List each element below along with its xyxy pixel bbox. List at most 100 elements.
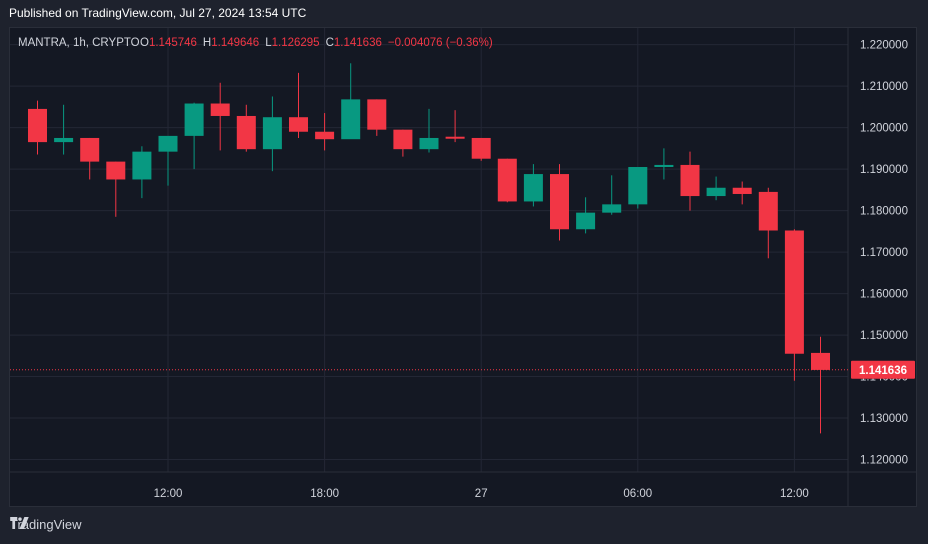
candle[interactable] — [811, 336, 830, 434]
candle[interactable] — [784, 229, 804, 381]
x-tick-label: 27 — [475, 488, 488, 500]
candle-body — [758, 191, 778, 231]
y-tick-label: 1.130000 — [860, 413, 908, 425]
candle-body — [341, 99, 361, 140]
candle-body — [132, 151, 152, 180]
candle[interactable] — [758, 187, 778, 259]
candle-body — [236, 115, 256, 150]
candle-body — [497, 158, 517, 202]
candle[interactable] — [732, 181, 752, 205]
candle-body — [680, 164, 700, 197]
candle[interactable] — [184, 102, 204, 170]
chart-frame[interactable]: 1.220000 1.210000 1.200000 1.190000 1.180000… — [9, 27, 917, 507]
y-tick-label: 1.180000 — [860, 206, 908, 218]
candle-body — [654, 164, 674, 168]
candle[interactable] — [393, 129, 413, 157]
candle-body — [106, 161, 126, 180]
legend-layer: MANTRA, 1h, CRYPTO O1.145746 H1.149646 L1.… — [18, 37, 493, 49]
candle[interactable] — [523, 164, 543, 207]
footer-brand[interactable]: TradingView — [10, 517, 82, 532]
candle-body — [80, 137, 100, 162]
candle-body — [471, 137, 491, 159]
candle-body — [262, 117, 282, 150]
x-tick-label: 12:00 — [154, 488, 183, 500]
candle[interactable] — [236, 104, 256, 152]
candle-body — [602, 204, 622, 213]
candle[interactable] — [497, 158, 517, 203]
y-tick-label: 1.200000 — [860, 123, 908, 135]
x-tick-label: 18:00 — [310, 488, 339, 500]
candle-body — [289, 117, 308, 132]
candle-body — [550, 174, 569, 230]
axis-layer: 1.220000 1.210000 1.200000 1.190000 1.180000… — [10, 28, 916, 506]
grid-layer — [10, 28, 848, 472]
candle[interactable] — [654, 148, 674, 180]
candle[interactable] — [315, 113, 335, 151]
symbol-label: MANTRA, 1h, CRYPTO — [18, 37, 140, 49]
candle-body — [210, 103, 230, 116]
tradingview-logo-icon — [10, 517, 29, 529]
candle[interactable] — [158, 135, 178, 186]
candle[interactable] — [550, 164, 569, 241]
close-value: 1.141636 — [334, 37, 382, 49]
y-tick-label: 1.220000 — [860, 40, 908, 52]
y-tick-label: 1.210000 — [860, 81, 908, 93]
candle[interactable] — [445, 110, 465, 143]
candle-body — [576, 212, 596, 230]
candle-body — [419, 137, 439, 150]
x-tick-label: 06:00 — [623, 488, 652, 500]
candle-layer — [28, 63, 830, 434]
candle-body — [628, 167, 648, 205]
candle[interactable] — [680, 151, 700, 211]
candle-body — [445, 136, 465, 139]
candle-body — [315, 131, 335, 140]
candle-body — [393, 129, 413, 150]
candle-body — [184, 103, 204, 136]
published-header: Published on TradingView.com, Jul 27, 20… — [9, 6, 307, 20]
candle-body — [523, 174, 543, 202]
candle-body — [28, 108, 47, 143]
candle[interactable] — [706, 176, 726, 201]
low-value: 1.126295 — [272, 37, 320, 49]
candle[interactable] — [367, 99, 387, 136]
candle[interactable] — [54, 104, 74, 155]
candle-body — [811, 352, 830, 370]
candle[interactable] — [628, 167, 648, 209]
brand-label: TradingView — [10, 517, 82, 532]
candle-body — [158, 135, 178, 152]
candle[interactable] — [419, 108, 439, 153]
candle[interactable] — [80, 137, 100, 180]
y-tick-label: 1.190000 — [860, 164, 908, 176]
candle-body — [784, 230, 804, 354]
candle-body — [732, 187, 752, 194]
last-price-badge — [851, 360, 915, 379]
y-tick-label: 1.150000 — [860, 330, 908, 342]
candle[interactable] — [471, 137, 491, 161]
ohlc-values: O1.145746 H1.149646 L1.126295 C1.141636 −0.0… — [140, 37, 493, 49]
x-tick-label: 12:00 — [780, 488, 809, 500]
candle[interactable] — [210, 82, 230, 151]
open-label: O — [140, 37, 149, 49]
candle[interactable] — [132, 146, 152, 199]
candle-body — [706, 187, 726, 197]
candle[interactable] — [602, 175, 622, 215]
candle[interactable] — [106, 161, 126, 217]
candle-body — [54, 137, 74, 143]
candle[interactable] — [262, 96, 282, 172]
candle[interactable] — [576, 197, 596, 234]
y-tick-label: 1.120000 — [860, 455, 908, 467]
y-tick-label: 1.160000 — [860, 289, 908, 301]
change-value: −0.004076 (−0.36%) — [388, 37, 493, 49]
candle[interactable] — [28, 100, 47, 155]
candle[interactable] — [289, 72, 308, 138]
high-label: H — [203, 37, 211, 49]
candle-body — [367, 99, 387, 130]
high-value: 1.149646 — [211, 37, 259, 49]
low-label: L — [265, 37, 272, 49]
last-price-label: 1.141636 — [859, 365, 907, 377]
close-label: C — [326, 37, 334, 49]
y-tick-label: 1.170000 — [860, 247, 908, 259]
candle[interactable] — [341, 63, 361, 140]
candlestick-chart[interactable]: 1.220000 1.210000 1.200000 1.190000 1.180000… — [10, 28, 916, 506]
open-value: 1.145746 — [149, 37, 197, 49]
